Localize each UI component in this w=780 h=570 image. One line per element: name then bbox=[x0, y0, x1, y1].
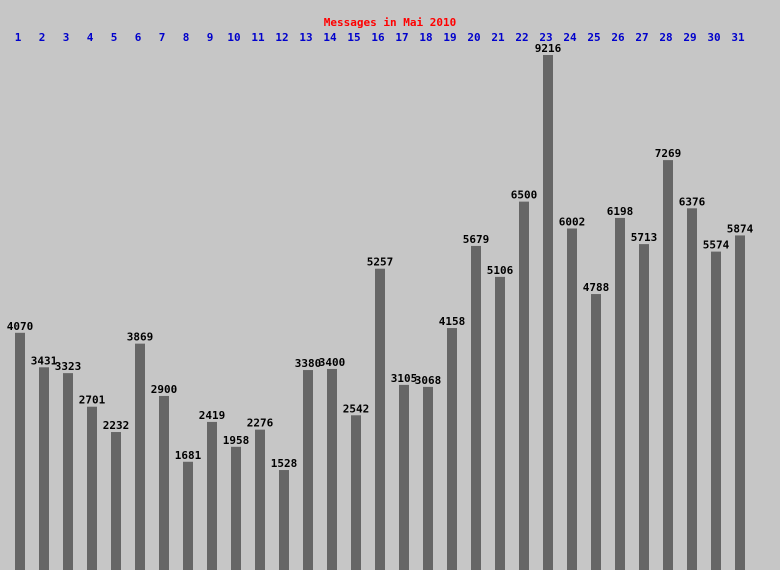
x-tick-label: 1 bbox=[15, 31, 22, 44]
bar bbox=[207, 421, 217, 570]
x-tick-label: 24 bbox=[563, 31, 577, 44]
x-tick-label: 28 bbox=[659, 31, 672, 44]
bar bbox=[687, 208, 697, 570]
value-label: 5679 bbox=[463, 233, 490, 246]
bar bbox=[543, 55, 553, 570]
value-label: 1528 bbox=[271, 457, 298, 470]
bar bbox=[15, 332, 25, 570]
bar bbox=[711, 251, 721, 570]
bar bbox=[327, 368, 337, 570]
value-label: 3068 bbox=[415, 374, 442, 387]
x-tick-label: 13 bbox=[299, 31, 312, 44]
x-tick-label: 19 bbox=[443, 31, 456, 44]
value-label: 3400 bbox=[319, 356, 346, 369]
bar bbox=[375, 268, 385, 570]
bar bbox=[495, 276, 505, 570]
x-tick-label: 7 bbox=[159, 31, 166, 44]
x-tick-label: 9 bbox=[207, 31, 214, 44]
bar bbox=[639, 244, 649, 570]
bar bbox=[447, 328, 457, 570]
value-label: 3323 bbox=[55, 360, 82, 373]
chart-title: Messages in Mai 2010 bbox=[324, 16, 456, 29]
x-tick-label: 16 bbox=[371, 31, 385, 44]
bar bbox=[663, 160, 673, 570]
value-label: 6198 bbox=[607, 205, 634, 218]
value-label: 2542 bbox=[343, 402, 370, 415]
x-tick-label: 4 bbox=[87, 31, 94, 44]
bar bbox=[615, 217, 625, 570]
bar bbox=[351, 415, 361, 570]
value-label: 2276 bbox=[247, 417, 274, 430]
x-tick-label: 21 bbox=[491, 31, 505, 44]
value-label: 2419 bbox=[199, 409, 226, 422]
value-label: 4158 bbox=[439, 315, 466, 328]
value-label: 5874 bbox=[727, 222, 754, 235]
value-label: 6376 bbox=[679, 195, 706, 208]
x-tick-label: 31 bbox=[731, 31, 745, 44]
x-tick-label: 29 bbox=[683, 31, 696, 44]
bar bbox=[423, 386, 433, 570]
value-label: 5713 bbox=[631, 231, 658, 244]
bar bbox=[519, 201, 529, 570]
bar bbox=[231, 446, 241, 570]
value-label: 9216 bbox=[535, 42, 562, 55]
x-tick-label: 6 bbox=[135, 31, 142, 44]
x-tick-label: 26 bbox=[611, 31, 625, 44]
value-label: 2232 bbox=[103, 419, 130, 432]
x-tick-label: 12 bbox=[275, 31, 288, 44]
value-label: 2701 bbox=[79, 394, 106, 407]
x-tick-label: 20 bbox=[467, 31, 480, 44]
value-label: 3869 bbox=[127, 331, 154, 344]
value-label: 1958 bbox=[223, 434, 250, 447]
bar bbox=[183, 461, 193, 570]
bar bbox=[39, 367, 49, 570]
value-label: 5574 bbox=[703, 239, 730, 252]
value-label: 7269 bbox=[655, 147, 682, 160]
x-tick-label: 23 bbox=[539, 31, 552, 44]
x-tick-label: 27 bbox=[635, 31, 648, 44]
bar bbox=[63, 373, 73, 570]
x-tick-label: 2 bbox=[39, 31, 46, 44]
x-tick-label: 5 bbox=[111, 31, 118, 44]
value-label: 4788 bbox=[583, 281, 610, 294]
bar bbox=[471, 245, 481, 570]
x-tick-label: 30 bbox=[707, 31, 720, 44]
value-label: 5106 bbox=[487, 264, 514, 277]
value-label: 3105 bbox=[391, 372, 418, 385]
x-tick-label: 25 bbox=[587, 31, 600, 44]
x-tick-label: 10 bbox=[227, 31, 240, 44]
bar bbox=[735, 235, 745, 570]
value-label: 3431 bbox=[31, 354, 58, 367]
value-label: 5257 bbox=[367, 256, 394, 269]
x-tick-label: 11 bbox=[251, 31, 265, 44]
x-tick-label: 22 bbox=[515, 31, 528, 44]
bar bbox=[303, 370, 313, 570]
value-label: 2900 bbox=[151, 383, 178, 396]
x-tick-label: 15 bbox=[347, 31, 360, 44]
x-tick-label: 14 bbox=[323, 31, 337, 44]
value-label: 6500 bbox=[511, 189, 538, 202]
value-label: 6002 bbox=[559, 216, 586, 229]
bar bbox=[255, 429, 265, 570]
x-tick-label: 18 bbox=[419, 31, 432, 44]
value-label: 4070 bbox=[7, 320, 34, 333]
value-label: 1681 bbox=[175, 449, 202, 462]
bar bbox=[279, 470, 289, 570]
bar bbox=[111, 432, 121, 570]
x-tick-label: 17 bbox=[395, 31, 408, 44]
bar bbox=[567, 228, 577, 570]
bar bbox=[87, 406, 97, 570]
x-tick-label: 8 bbox=[183, 31, 190, 44]
bar bbox=[399, 384, 409, 570]
bar bbox=[135, 343, 145, 570]
bar bbox=[159, 395, 169, 570]
value-label: 3380 bbox=[295, 357, 322, 370]
bar bbox=[591, 294, 601, 570]
x-tick-label: 3 bbox=[63, 31, 70, 44]
